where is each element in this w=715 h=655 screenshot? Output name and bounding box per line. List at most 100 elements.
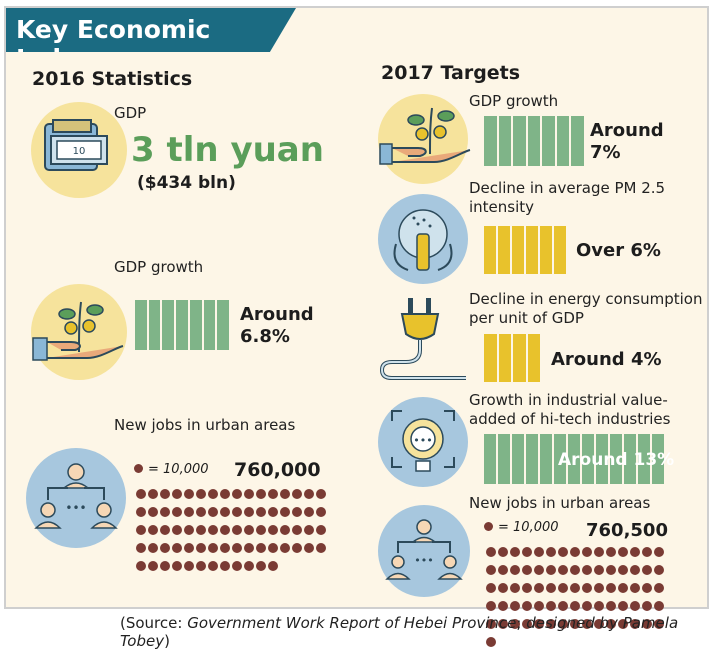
job-dot (244, 543, 254, 553)
bar-segment (217, 300, 231, 350)
job-dot (510, 601, 520, 611)
bar-segment (542, 116, 557, 166)
job-dot (220, 543, 230, 553)
svg-text:•••: ••• (414, 554, 433, 567)
job-dot (510, 547, 520, 557)
job-dot (256, 525, 266, 535)
gdp-growth-bars-2016 (135, 300, 231, 350)
gdp-value: 3 tln yuan (131, 130, 324, 170)
job-dot (558, 583, 568, 593)
gdp-growth-value-2017-line1: Around (590, 120, 664, 141)
job-dot (558, 565, 568, 575)
job-dot (630, 565, 640, 575)
air-test-icon (378, 194, 468, 284)
job-dot (304, 489, 314, 499)
job-dot (558, 601, 568, 611)
source-note: (Source: Government Work Report of Hebei… (120, 614, 679, 650)
bar-segment (135, 300, 149, 350)
bar-segment (554, 226, 568, 274)
job-dot (594, 583, 604, 593)
job-dot (208, 525, 218, 535)
job-dot (618, 601, 628, 611)
job-dot (304, 543, 314, 553)
job-dot (244, 489, 254, 499)
job-dot (280, 525, 290, 535)
job-dot (642, 619, 652, 629)
bar-segment (624, 434, 638, 484)
legend-dot-icon (134, 464, 143, 473)
job-dot (292, 543, 302, 553)
job-dot (136, 489, 146, 499)
job-dot (486, 601, 496, 611)
bar-segment (540, 226, 554, 274)
bar-segment (512, 434, 526, 484)
job-dot (498, 619, 508, 629)
job-dot (570, 601, 580, 611)
hitech-bars (484, 434, 666, 484)
gdp-growth-bars-2017 (484, 116, 586, 166)
job-dot (486, 583, 496, 593)
gdp-usd-value: ($434 bln) (137, 173, 236, 193)
job-dot (196, 507, 206, 517)
job-dot (630, 547, 640, 557)
job-dot (292, 489, 302, 499)
job-dot (268, 489, 278, 499)
job-dot (184, 561, 194, 571)
money-icon: 10 (31, 102, 127, 198)
bar-segment (527, 116, 543, 166)
job-dot (136, 561, 146, 571)
job-dot (522, 583, 532, 593)
jobs-legend-2017: = 10,000 (484, 520, 559, 535)
job-dot (606, 547, 616, 557)
bar-segment (571, 116, 586, 166)
job-dot (184, 489, 194, 499)
job-dot (486, 619, 496, 629)
legend-dot-icon (484, 522, 493, 531)
bar-segment (498, 434, 512, 484)
svg-text:•••: ••• (413, 434, 432, 447)
hitech-label-line1: Growth in industrial value- (469, 391, 668, 409)
bar-segment (638, 434, 652, 484)
job-dot (232, 507, 242, 517)
job-dot (522, 601, 532, 611)
job-dot (268, 561, 278, 571)
job-dot (642, 565, 652, 575)
job-dot (570, 565, 580, 575)
gdp-growth-value-2017: Around 7% (590, 120, 664, 164)
job-dot (196, 525, 206, 535)
job-dot (510, 583, 520, 593)
bar-segment (513, 334, 528, 382)
job-dot (570, 619, 580, 629)
job-dot (316, 543, 326, 553)
bar-segment (484, 334, 499, 382)
job-dot (606, 583, 616, 593)
job-dot (184, 507, 194, 517)
job-dot (498, 583, 508, 593)
job-dot (232, 489, 242, 499)
job-dot (546, 601, 556, 611)
right-heading: 2017 Targets (381, 62, 521, 84)
energy-label: Decline in energy consumption per unit o… (469, 290, 702, 328)
pm25-label-line1: Decline in average PM 2.5 (469, 179, 666, 197)
job-dot (232, 543, 242, 553)
energy-label-line1: Decline in energy consumption (469, 290, 703, 308)
people-network-icon-2017: ••• (378, 505, 470, 597)
job-dot (654, 565, 664, 575)
bar-segment (189, 300, 204, 350)
job-dot (498, 601, 508, 611)
job-dot (534, 565, 544, 575)
job-dot (292, 507, 302, 517)
jobs-value-2016: 760,000 (234, 459, 321, 481)
job-dot (618, 547, 628, 557)
job-dot (654, 583, 664, 593)
job-dot (172, 489, 182, 499)
job-dot (160, 525, 170, 535)
job-dot (558, 619, 568, 629)
job-dot (546, 583, 556, 593)
job-dot (618, 565, 628, 575)
job-dot (630, 583, 640, 593)
job-dot (148, 507, 158, 517)
job-dot (184, 525, 194, 535)
plant-hand-icon-2017 (378, 94, 471, 184)
bar-segment (568, 434, 582, 484)
